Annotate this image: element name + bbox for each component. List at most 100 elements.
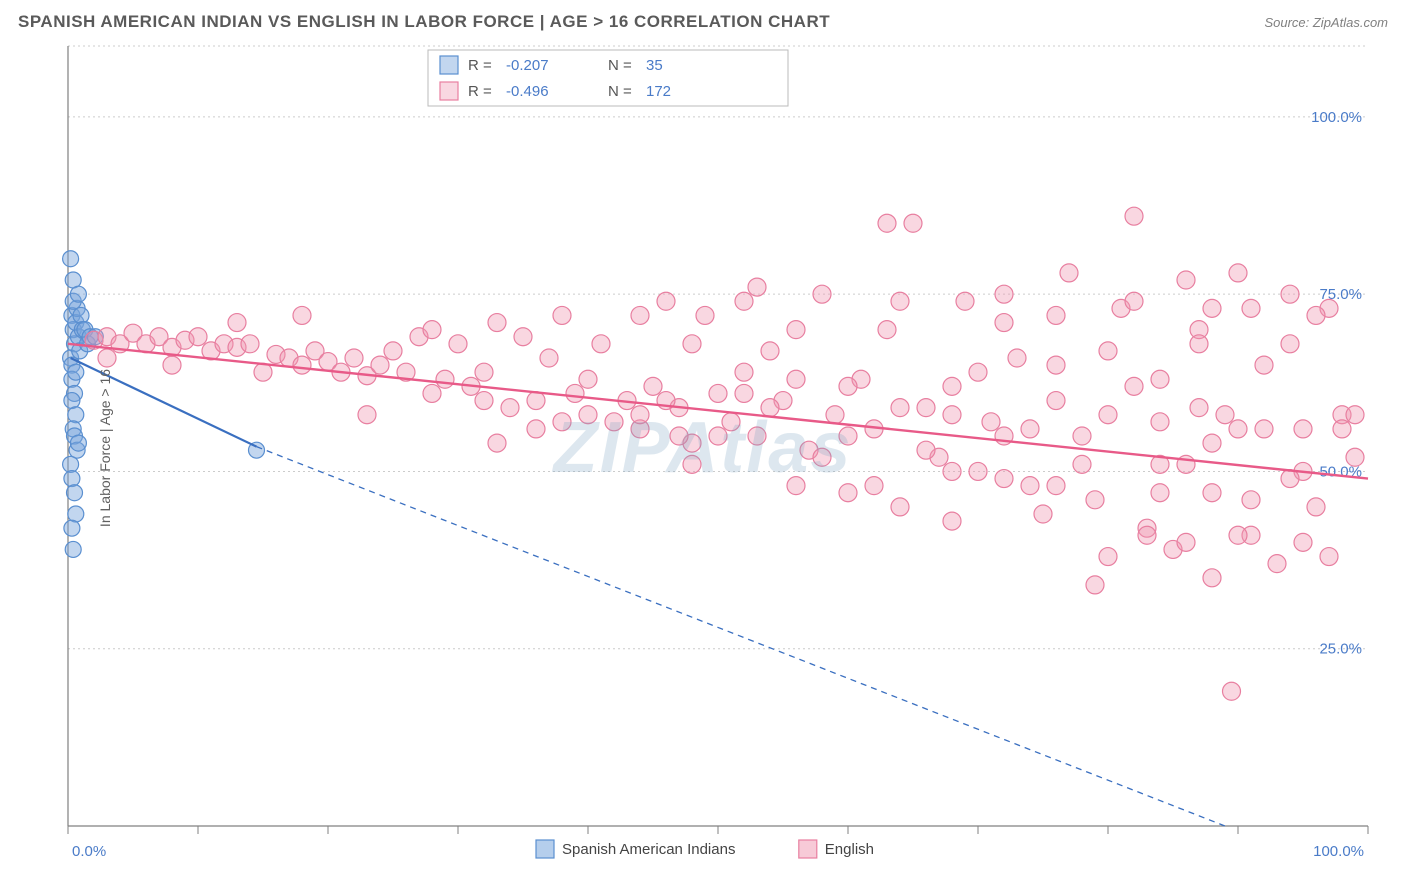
data-point [1073,427,1091,445]
data-point [371,356,389,374]
data-point [1203,484,1221,502]
data-point [969,462,987,480]
data-point [1223,682,1241,700]
y-tick-label: 25.0% [1319,641,1362,658]
data-point [70,435,86,451]
data-point [63,456,79,472]
data-point [293,356,311,374]
data-point [1346,448,1364,466]
data-point [540,349,558,367]
data-point [488,434,506,452]
legend-swatch [440,82,458,100]
data-point [64,471,80,487]
data-point [735,384,753,402]
data-point [644,377,662,395]
data-point [631,406,649,424]
data-point [1320,548,1338,566]
data-point [1190,335,1208,353]
n-stat-value: 35 [646,57,663,74]
data-point [761,399,779,417]
data-point [1333,420,1351,438]
data-point [943,377,961,395]
data-point [670,427,688,445]
data-point [748,427,766,445]
data-point [1125,292,1143,310]
data-point [1073,455,1091,473]
data-point [748,278,766,296]
data-point [709,384,727,402]
data-point [384,342,402,360]
data-point [1021,420,1039,438]
data-point [1294,420,1312,438]
data-point [904,214,922,232]
data-point [878,321,896,339]
data-point [1203,434,1221,452]
data-point [943,462,961,480]
data-point [358,406,376,424]
data-point [1281,285,1299,303]
chart-title: SPANISH AMERICAN INDIAN VS ENGLISH IN LA… [18,12,830,32]
correlation-scatter-chart: 25.0%50.0%75.0%100.0%0.0%100.0%R =-0.207… [18,38,1388,883]
data-point [995,285,1013,303]
data-point [1021,477,1039,495]
data-point [839,377,857,395]
data-point [722,413,740,431]
trend-line-extrapolated [257,447,1226,826]
data-point [1268,555,1286,573]
data-point [68,407,84,423]
data-point [65,541,81,557]
data-point [579,370,597,388]
data-point [839,484,857,502]
data-point [709,427,727,445]
data-point [73,307,89,323]
data-point [956,292,974,310]
data-point [1047,306,1065,324]
data-point [1099,548,1117,566]
data-point [1307,306,1325,324]
data-point [1255,420,1273,438]
y-axis-label: In Labor Force | Age > 16 [97,369,113,527]
data-point [163,356,181,374]
data-point [891,292,909,310]
data-point [1255,356,1273,374]
data-point [501,399,519,417]
data-point [1047,356,1065,374]
data-point [683,335,701,353]
data-point [527,392,545,410]
legend-swatch [536,840,554,858]
data-point [566,384,584,402]
x-max-label: 100.0% [1313,843,1364,860]
data-point [1151,413,1169,431]
data-point [1047,392,1065,410]
r-stat-value: -0.207 [506,57,549,74]
data-point [1190,399,1208,417]
data-point [995,314,1013,332]
x-origin-label: 0.0% [72,843,106,860]
trend-line [68,344,1368,479]
svg-text:R =: R = [468,57,492,74]
data-point [1242,491,1260,509]
data-point [228,314,246,332]
data-point [995,470,1013,488]
data-point [64,520,80,536]
data-point [189,328,207,346]
data-point [605,413,623,431]
data-point [982,413,1000,431]
data-point [436,370,454,388]
legend-series-label: Spanish American Indians [562,841,735,858]
data-point [1099,406,1117,424]
y-tick-label: 100.0% [1311,109,1362,126]
data-point [1281,335,1299,353]
data-point [761,342,779,360]
data-point [943,406,961,424]
data-point [423,384,441,402]
data-point [1229,264,1247,282]
data-point [527,420,545,438]
data-point [475,392,493,410]
data-point [1307,498,1325,516]
data-point [423,321,441,339]
data-point [826,406,844,424]
data-point [1346,406,1364,424]
data-point [839,427,857,445]
data-point [787,370,805,388]
